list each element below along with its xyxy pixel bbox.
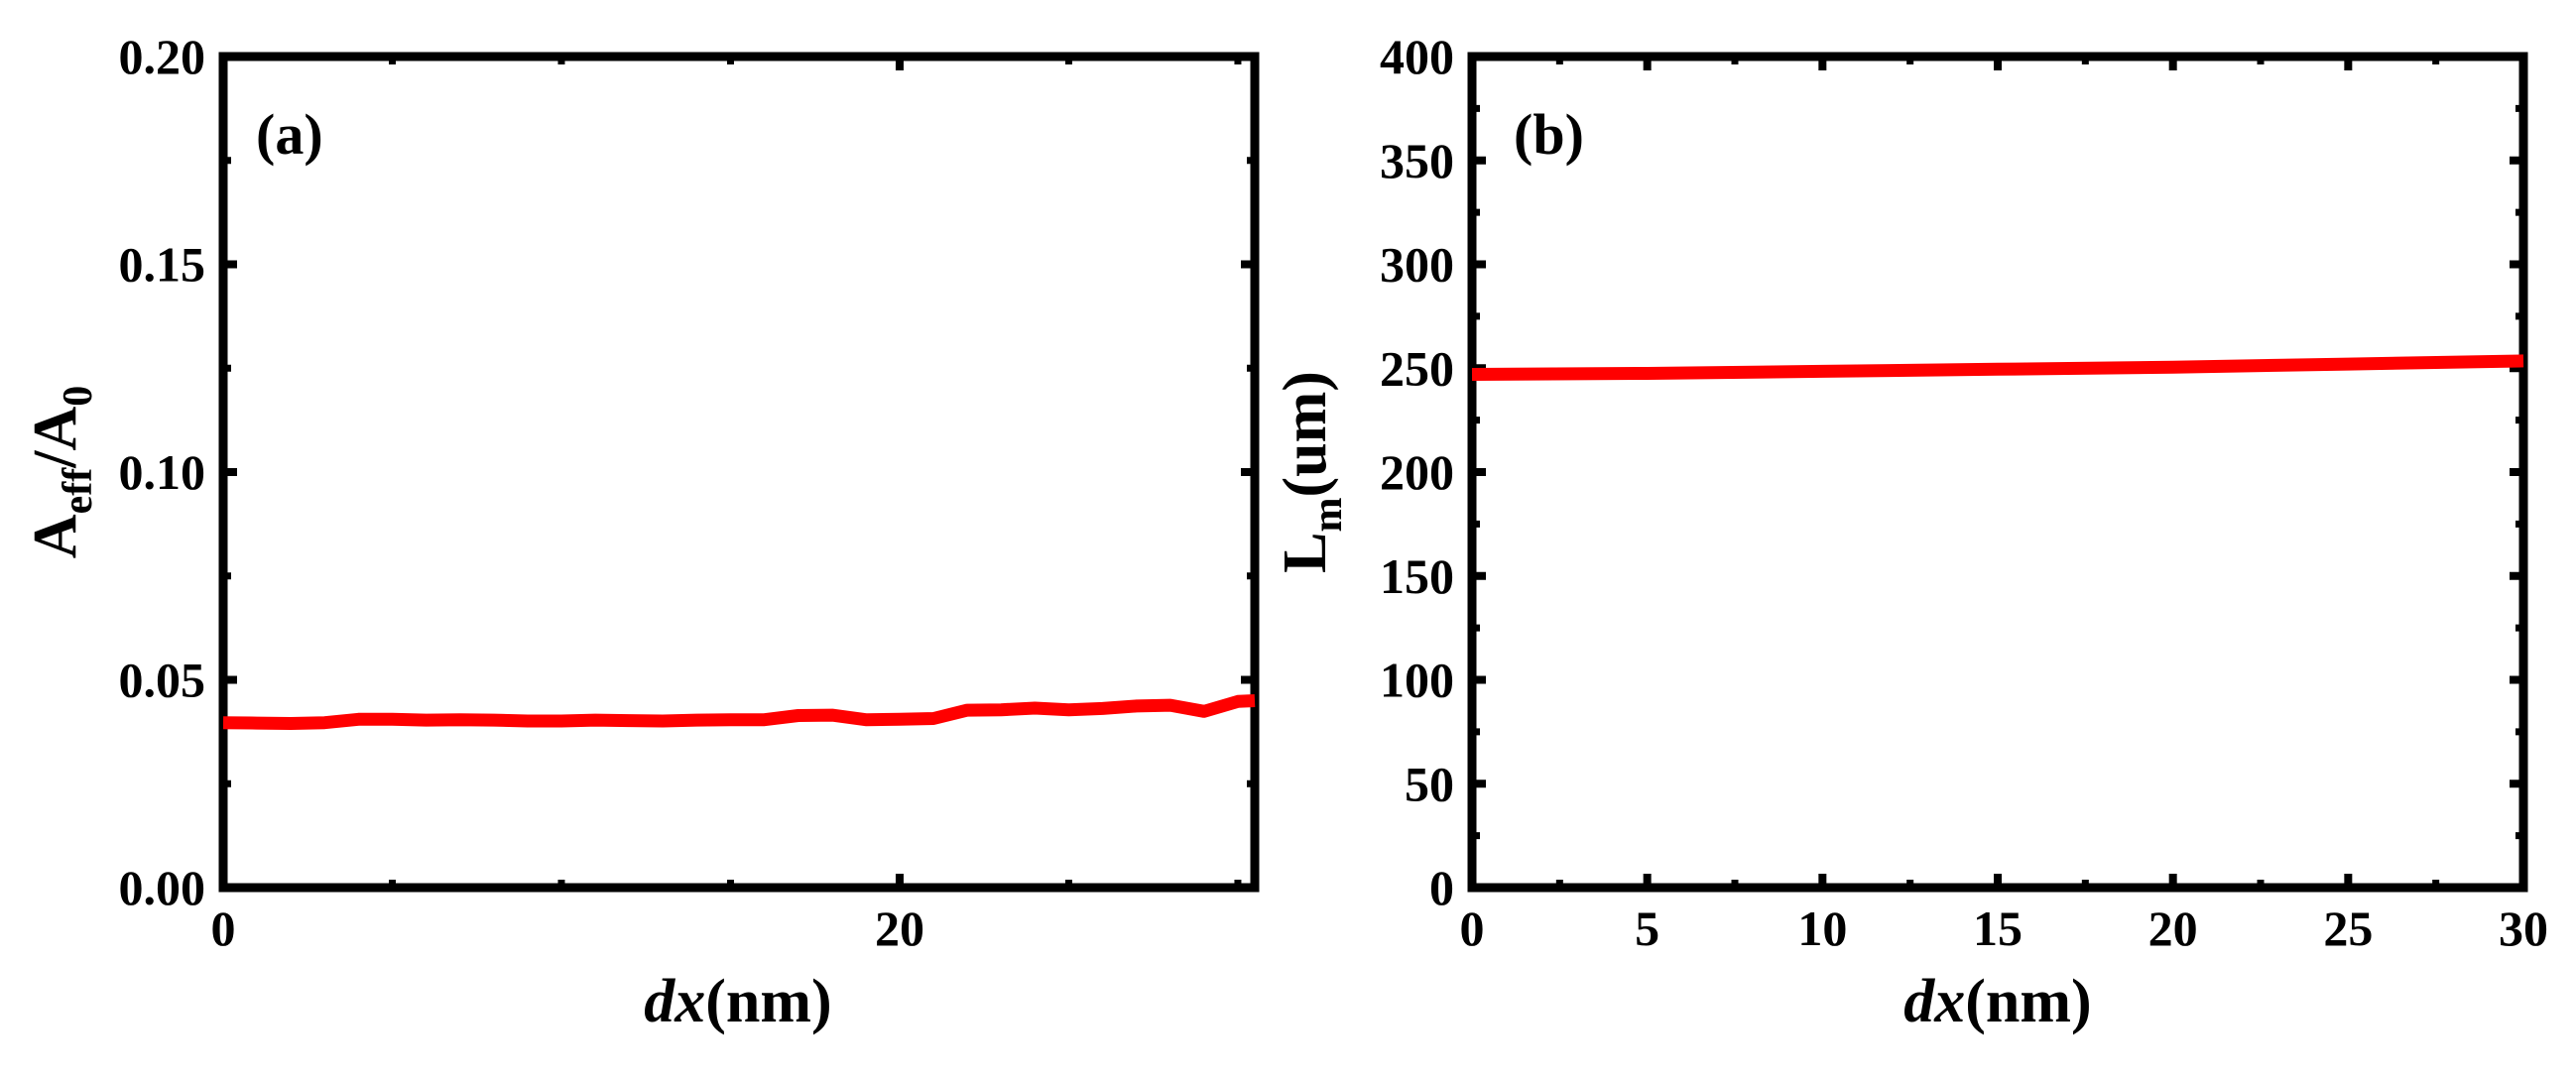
y-tick-label: 0.15: [119, 237, 206, 293]
panel-a-plot-frame: [218, 52, 1260, 893]
panel-b-y-axis-title-l: L: [1272, 533, 1339, 573]
y-tick-label: 300: [1380, 237, 1454, 293]
panel-a-y-axis-title-eff: eff: [56, 467, 101, 515]
panel-b-y-axis-title: Lm(um): [1272, 371, 1351, 573]
panel-b-x-axis-title-unit: (nm): [1965, 968, 2091, 1035]
x-tick-label: 10: [1797, 901, 1847, 956]
panel-a-ticks: [219, 53, 1255, 892]
y-tick-label: 350: [1380, 133, 1454, 188]
panel-a-label: (a): [256, 102, 323, 167]
x-tick-label: 15: [1973, 901, 2023, 956]
x-tick-label: 30: [2499, 901, 2548, 956]
panel-a-x-axis-title-unit: (nm): [705, 968, 831, 1035]
x-tick-label: 20: [875, 901, 924, 956]
y-tick-label: 0.10: [119, 444, 206, 500]
panel-b-ticks: [1468, 53, 2527, 892]
x-tick-label: 5: [1635, 901, 1659, 956]
y-tick-label: 50: [1405, 756, 1454, 811]
panel-a-y-axis-title-zero: 0: [56, 386, 101, 407]
panel-b-label: (b): [1514, 102, 1584, 167]
panel-b-series-line: [1471, 354, 2524, 381]
panel-b-x-axis-title-italic: dx: [1903, 968, 1965, 1035]
panel-b-y-axis-title-m: m: [1305, 498, 1351, 533]
panel-b-x-axis-title: dx(nm): [1903, 968, 2091, 1035]
x-tick-label: 25: [2323, 901, 2373, 956]
panel-a-y-axis-title-a: A: [22, 514, 89, 558]
panel-a-chart: 0 20 0.00 0.05 0.10 0.15 0.20 (a) dx(nm) Aeff/…: [22, 29, 1260, 1035]
y-tick-label: 250: [1380, 340, 1454, 396]
panel-a-tick-labels: 0 20 0.00 0.05 0.10 0.15 0.20: [119, 29, 924, 956]
y-tick-label: 0.00: [119, 860, 206, 915]
panel-a-x-axis-title: dx(nm): [644, 968, 831, 1035]
panel-b-plot-frame: [1467, 52, 2528, 893]
panel-a-y-axis-title-slash: /A: [22, 407, 89, 469]
panel-a-series-line: [222, 694, 1256, 730]
y-tick-label: 200: [1380, 444, 1454, 500]
y-tick-label: 0: [1429, 860, 1454, 915]
panel-a-y-axis-title: Aeff/A0: [22, 386, 101, 558]
y-tick-label: 150: [1380, 548, 1454, 604]
x-tick-label: 20: [2148, 901, 2198, 956]
y-tick-label: 0.05: [119, 653, 206, 708]
x-tick-label: 0: [1460, 901, 1485, 956]
y-tick-label: 100: [1380, 653, 1454, 708]
panel-a-x-axis-title-italic: dx: [644, 968, 705, 1035]
x-tick-label: 0: [211, 901, 236, 956]
y-tick-label: 400: [1380, 29, 1454, 84]
panel-b-y-axis-title-unit: (um): [1272, 371, 1339, 497]
y-tick-label: 0.20: [119, 29, 206, 84]
